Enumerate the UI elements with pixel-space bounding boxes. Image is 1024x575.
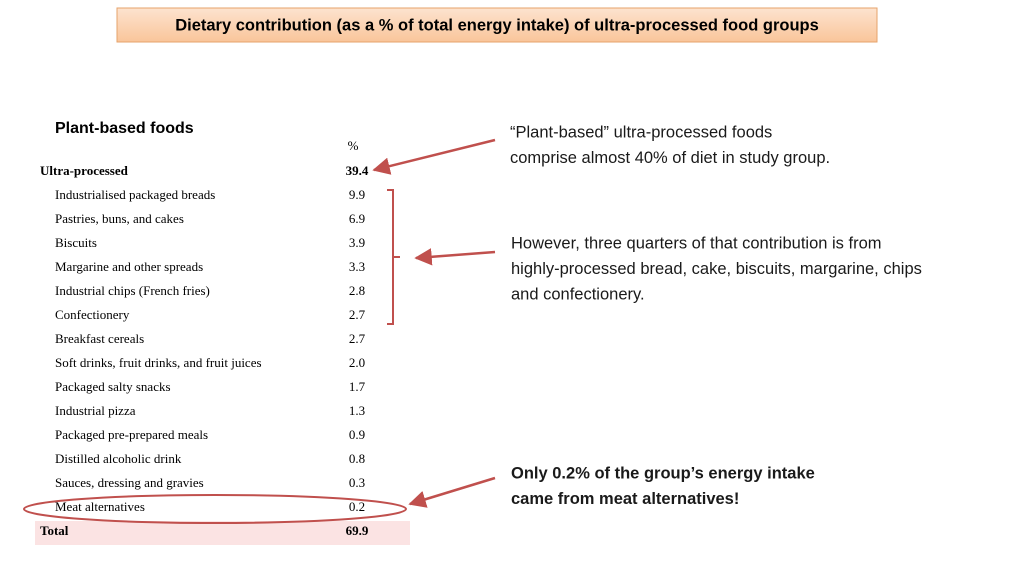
annotation: comprise almost 40% of diet in study gro…	[510, 149, 830, 167]
row-value: 0.8	[349, 451, 365, 466]
row-value: 2.7	[349, 307, 366, 322]
row-value: 69.9	[346, 523, 369, 538]
row-label: Soft drinks, fruit drinks, and fruit jui…	[55, 355, 262, 370]
row-value: 1.7	[349, 379, 366, 394]
row-value: 0.2	[349, 499, 365, 514]
row-label: Packaged salty snacks	[55, 379, 171, 394]
row-value: 9.9	[349, 187, 365, 202]
row-label: Biscuits	[55, 235, 97, 250]
row-value: 3.3	[349, 259, 365, 274]
row-label: Pastries, buns, and cakes	[55, 211, 184, 226]
total-row-bg	[35, 521, 410, 545]
row-label: Meat alternatives	[55, 499, 145, 514]
row-label: Packaged pre-prepared meals	[55, 427, 208, 442]
row-value: 1.3	[349, 403, 365, 418]
row-label: Sauces, dressing and gravies	[55, 475, 204, 490]
row-value: 3.9	[349, 235, 365, 250]
row-value: 6.9	[349, 211, 365, 226]
bracket	[387, 189, 400, 325]
title-box	[116, 7, 878, 43]
row-value: 39.4	[346, 163, 369, 178]
row-value: 2.8	[349, 283, 365, 298]
annotation: came from meat alternatives!	[511, 490, 739, 508]
row-label: Ultra-processed	[40, 163, 129, 178]
title: Dietary contribution (as a % of total en…	[175, 16, 819, 34]
row-label: Distilled alcoholic drink	[55, 451, 182, 466]
annotation: and confectionery.	[511, 285, 645, 303]
annotation: However, three quarters of that contribu…	[511, 234, 882, 252]
highlight-ellipse	[23, 494, 407, 524]
annotation: Only 0.2% of the group’s energy intake	[511, 464, 815, 482]
row-label: Industrialised packaged breads	[55, 187, 215, 202]
row-label: Margarine and other spreads	[55, 259, 203, 274]
row-value: 2.0	[349, 355, 365, 370]
row-label: Confectionery	[55, 307, 130, 322]
row-label: Total	[40, 523, 69, 538]
row-value: 0.3	[349, 475, 365, 490]
row-label: Breakfast cereals	[55, 331, 144, 346]
annotation: “Plant-based” ultra-processed foods	[510, 123, 772, 141]
annotation: highly-processed bread, cake, biscuits, …	[511, 260, 922, 278]
arrow	[372, 138, 496, 175]
row-value: 2.7	[349, 331, 366, 346]
arrow	[408, 476, 496, 508]
arrow	[414, 248, 496, 266]
row-value: 0.9	[349, 427, 365, 442]
row-label: Industrial pizza	[55, 403, 136, 418]
row-label: Industrial chips (French fries)	[55, 283, 210, 298]
column-header: %	[348, 138, 359, 153]
table-heading: Plant-based foods	[55, 120, 194, 137]
